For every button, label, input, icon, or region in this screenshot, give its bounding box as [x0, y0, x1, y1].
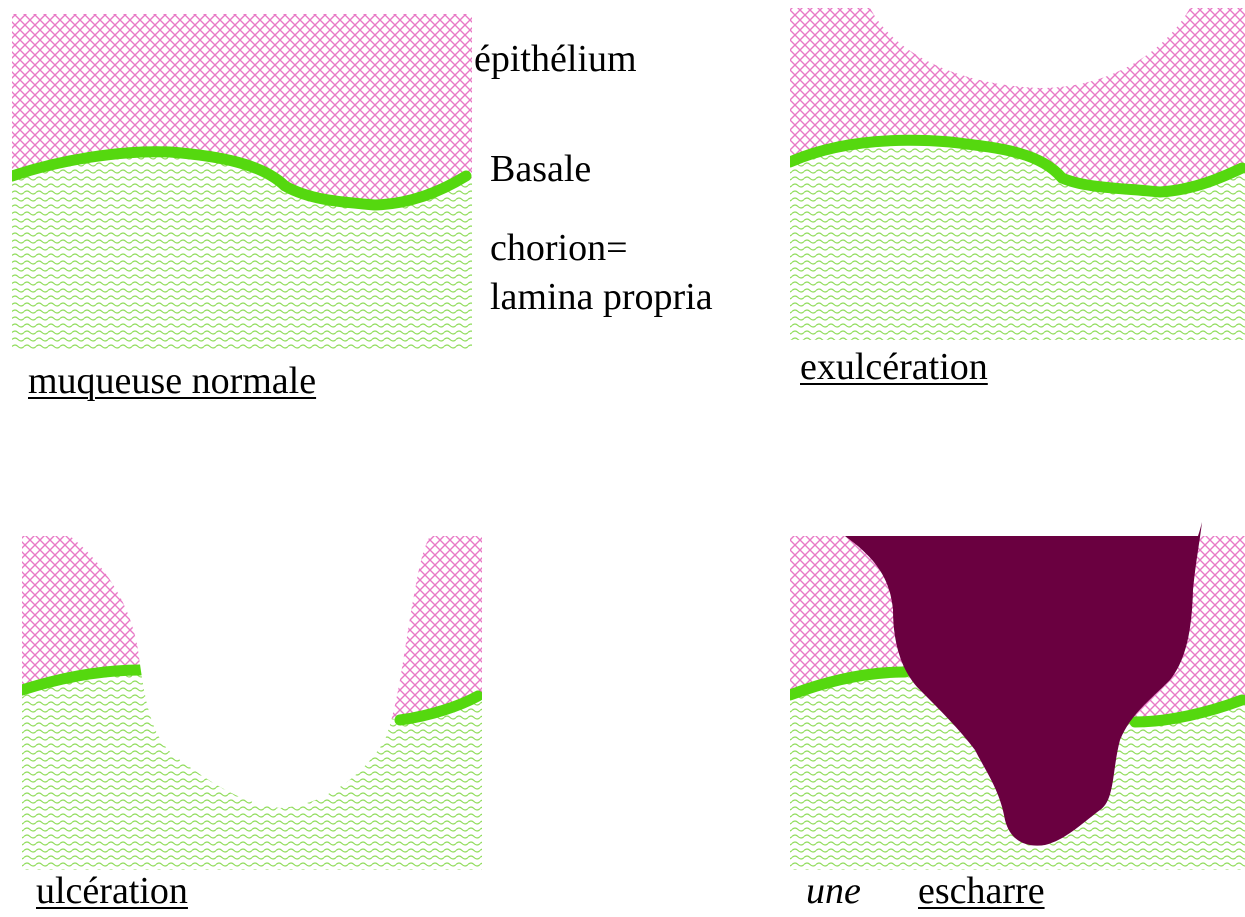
basale-line [790, 134, 1245, 198]
label-chorion-line1: chorion= [490, 227, 628, 269]
exulceration-defect [870, 8, 1190, 88]
caption-exulceration: exulcération [800, 346, 988, 388]
panel-exulceration [790, 8, 1245, 340]
basale-line [12, 146, 472, 211]
basale-line [22, 664, 482, 726]
caption-escharre: escharre [918, 870, 1045, 912]
label-chorion-line2: lamina propria [490, 275, 713, 318]
panel-ulceration [22, 536, 482, 870]
panel-normal [12, 14, 472, 350]
chorion-layer [12, 151, 472, 350]
label-epithelium: épithélium [474, 38, 637, 80]
escharre-mass [845, 522, 1202, 846]
ulceration-defect [70, 536, 430, 808]
basale-line [790, 666, 1245, 728]
label-chorion: chorion= lamina propria [490, 224, 713, 321]
label-basale: Basale [490, 148, 592, 190]
caption-normal: muqueuse normale [28, 360, 317, 402]
caption-escharre-prefix: une [806, 870, 861, 912]
caption-ulceration: ulcération [36, 870, 188, 912]
